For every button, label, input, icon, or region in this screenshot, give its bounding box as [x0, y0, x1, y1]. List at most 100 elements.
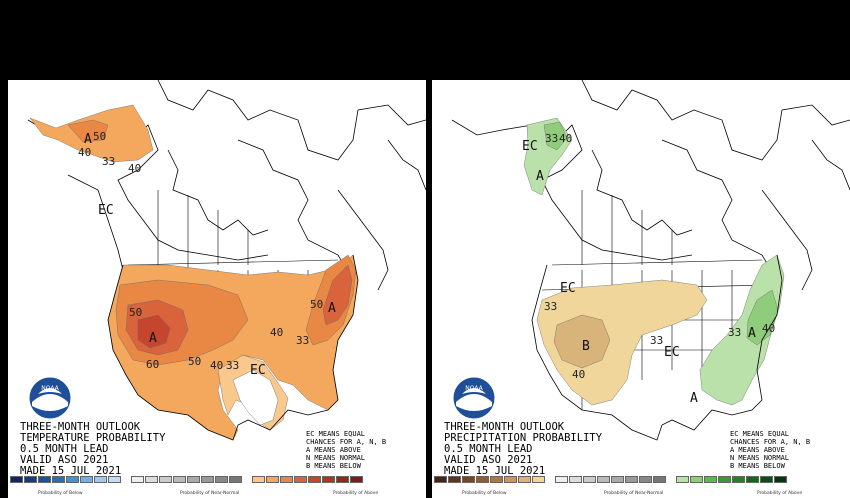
scale-swatch: [555, 476, 568, 483]
scale-swatch: [746, 476, 759, 483]
scale-swatch: [774, 476, 787, 483]
title-line: MADE 15 JUL 2021: [20, 465, 122, 477]
scale-swatch: [173, 476, 186, 483]
scale-swatch: [294, 476, 307, 483]
scale-swatch: [653, 476, 666, 483]
t-us-ec-shade: [232, 369, 279, 426]
scale-swatch: [732, 476, 745, 483]
temperature-map: A 50 40 33 EC A 50 60 40 50 40 33 EC A 5…: [27, 80, 426, 441]
legend-note-line: B MEANS BELOW: [306, 462, 361, 470]
label-40-east: 40: [762, 322, 775, 335]
label-40-south: 40: [210, 359, 223, 372]
label-a-alaska: A: [536, 169, 544, 184]
scale-swatch: [10, 476, 23, 483]
title-line: 0.5 MONTH LEAD: [444, 443, 533, 455]
label-33-east: 33: [296, 334, 309, 347]
label-a-southeast: A: [690, 391, 698, 406]
scale-swatch: [690, 476, 703, 483]
label-a-east: A: [328, 301, 336, 316]
scale-swatch: [583, 476, 596, 483]
noaa-logo-text: NOAA: [41, 385, 59, 392]
alaska-above-region: [29, 104, 154, 163]
label-40-west: 40: [572, 368, 585, 381]
label-40-alaska2: 40: [128, 162, 141, 175]
scale-swatch: [718, 476, 731, 483]
legend-note: EC MEANS EQUAL CHANCES FOR A, N, B A MEA…: [730, 430, 810, 470]
label-50-south: 50: [188, 355, 201, 368]
t-east-60-shade: [322, 264, 353, 326]
scale-swatch: [187, 476, 200, 483]
label-33-west: 33: [544, 300, 557, 313]
scale-swatch: [252, 476, 265, 483]
scale-swatch: [350, 476, 363, 483]
p-e-33-shade: [699, 254, 785, 406]
scale-swatch: [131, 476, 144, 483]
precipitation-map: EC 33 40 A EC 33 B 40 33 EC 33 A 40 A: [451, 80, 850, 441]
p-w-33-shade: [536, 279, 708, 406]
conus-outline: [531, 254, 783, 441]
label-33-alaska: 33: [545, 132, 558, 145]
label-a-east: A: [748, 326, 756, 341]
label-ec-alaska: EC: [522, 139, 538, 154]
scale-swatch: [94, 476, 107, 483]
scale-swatch: [448, 476, 461, 483]
legend-note-line: CHANCES FOR A, N, B: [730, 438, 811, 446]
scale-swatch: [266, 476, 279, 483]
title-block: THREE-MONTH OUTLOOK PRECIPITATION PROBAB…: [444, 422, 602, 477]
scale-swatch: [108, 476, 121, 483]
legend-note: EC MEANS EQUAL CHANCES FOR A, N, B A MEA…: [306, 430, 386, 470]
scale-swatch: [215, 476, 228, 483]
label-33-east: 33: [728, 326, 741, 339]
scale-swatch: [322, 476, 335, 483]
conus-outline: [107, 254, 359, 441]
title-block: THREE-MONTH OUTLOOK TEMPERATURE PROBABIL…: [20, 422, 165, 477]
title-line: 0.5 MONTH LEAD: [20, 443, 109, 455]
scale-above-label: Probability of Above: [333, 491, 379, 496]
scale-swatch: [52, 476, 65, 483]
label-60-west: 60: [146, 358, 159, 371]
title-line: VALID ASO 2021: [444, 454, 533, 466]
label-40-mid: 40: [270, 326, 283, 339]
legend-note-line: EC MEANS EQUAL: [730, 430, 790, 438]
scale-swatch: [490, 476, 503, 483]
p-w-40-shade: [553, 314, 611, 369]
scale-boxes: [434, 476, 788, 483]
legend-note-line: A MEANS ABOVE: [730, 446, 785, 454]
p-e-40-shade: [746, 289, 779, 346]
legend-note-line: N MEANS NORMAL: [306, 454, 366, 462]
scale-swatch: [145, 476, 158, 483]
scale-swatch: [159, 476, 172, 483]
t-us-70-shade: [137, 314, 171, 349]
scale-swatch: [504, 476, 517, 483]
scale-boxes: [10, 476, 364, 483]
scale-swatch: [532, 476, 545, 483]
map-labels: EC 33 40 A EC 33 B 40 33 EC 33 A 40 A: [522, 132, 775, 406]
scale-swatch: [476, 476, 489, 483]
label-a-west: A: [149, 331, 157, 346]
p-ak-40-shade: [543, 121, 568, 151]
scale-swatch: [229, 476, 242, 483]
scale-normal-label: Probability of Near-Normal: [180, 491, 240, 496]
scale-above-label: Probability of Above: [757, 491, 803, 496]
label-50-east: 50: [310, 298, 323, 311]
title-line: PRECIPITATION PROBABILITY: [444, 432, 603, 444]
scale-swatch: [569, 476, 582, 483]
scale-swatch: [280, 476, 293, 483]
label-ec-central: EC: [664, 345, 680, 360]
east-above-region: [699, 254, 785, 406]
label-ec-south: EC: [250, 363, 266, 378]
precipitation-outlook-panel: EC 33 40 A EC 33 B 40 33 EC 33 A 40 A NO…: [432, 80, 850, 498]
scale-swatch: [434, 476, 447, 483]
scale-swatch: [308, 476, 321, 483]
title-line: MADE 15 JUL 2021: [444, 465, 546, 477]
label-50-west: 50: [129, 306, 142, 319]
scale-swatch: [24, 476, 37, 483]
probability-scale: Probability of Below Probability of Near…: [432, 474, 850, 498]
scale-swatch: [518, 476, 531, 483]
map-labels: A 50 40 33 EC A 50 60 40 50 40 33 EC A 5…: [78, 130, 336, 378]
label-33-central: 33: [650, 334, 663, 347]
label-ec-north: EC: [98, 203, 114, 218]
scale-swatch: [66, 476, 79, 483]
legend-note-line: A MEANS ABOVE: [306, 446, 361, 454]
label-b-west: B: [582, 339, 590, 354]
